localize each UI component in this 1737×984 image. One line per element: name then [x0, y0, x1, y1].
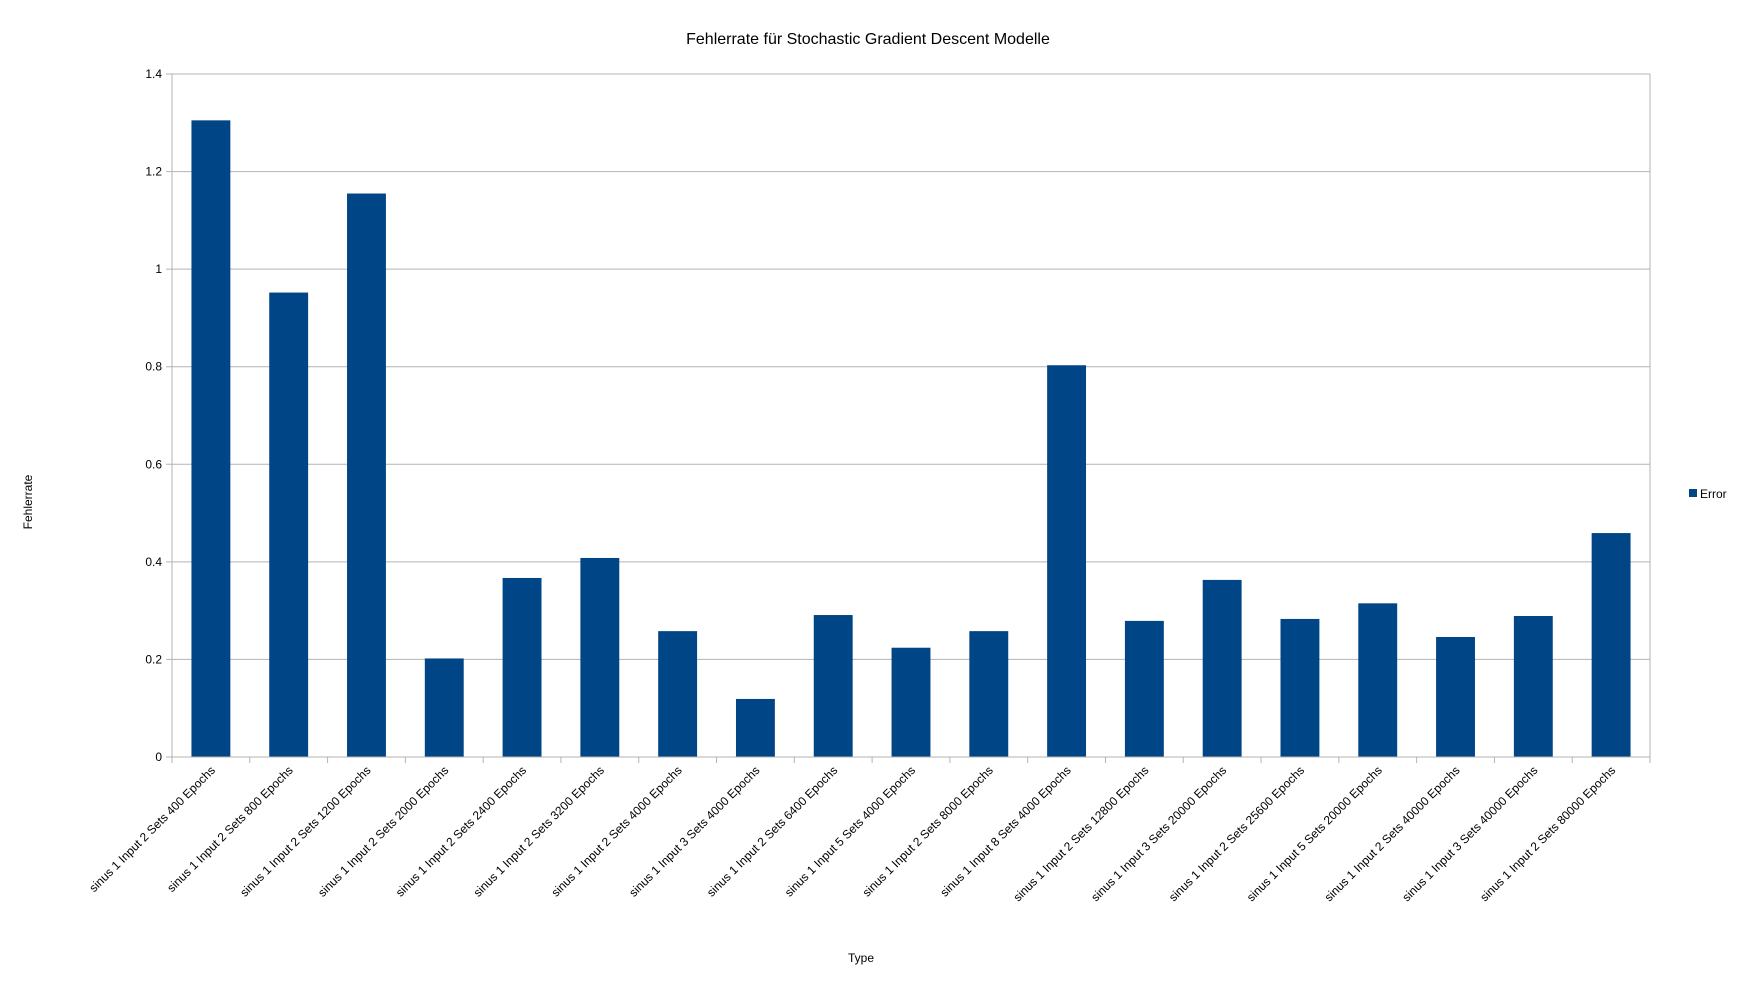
- x-tick-label: sinus 1 Input 3 Sets 40000 Epochs: [1399, 763, 1540, 904]
- bar: [891, 647, 931, 757]
- x-tick-label: sinus 1 Input 2 Sets 25600 Epochs: [1166, 763, 1307, 904]
- gridlines: [166, 73, 1651, 763]
- bar: [1280, 618, 1320, 757]
- x-tick-label: sinus 1 Input 2 Sets 2400 Epochs: [393, 763, 529, 899]
- y-axis-ticks: 0 0.2 0.4 0.6 0.8 1 1.2 1.4: [145, 67, 162, 764]
- bar: [1202, 579, 1242, 757]
- bar: [1358, 603, 1398, 757]
- x-axis-label: Type: [848, 951, 874, 965]
- bar: [658, 631, 698, 757]
- bars: [191, 120, 1631, 757]
- x-tick-label: sinus 1 Input 2 Sets 80000 Epochs: [1477, 763, 1618, 904]
- bar: [502, 577, 542, 757]
- bar: [1513, 616, 1553, 757]
- x-tick-label: sinus 1 Input 3 Sets 20000 Epochs: [1088, 763, 1229, 904]
- y-tick-label: 1.2: [145, 165, 162, 179]
- y-tick-label: 1.4: [145, 67, 162, 81]
- bar: [1591, 533, 1631, 757]
- legend-swatch: [1689, 489, 1697, 497]
- bar: [1047, 365, 1087, 757]
- bar: [813, 615, 853, 757]
- bar: [191, 120, 231, 757]
- bar: [580, 557, 620, 757]
- chart-title: Fehlerrate für Stochastic Gradient Desce…: [686, 31, 1050, 48]
- y-tick-label: 1: [155, 262, 162, 276]
- x-tick-label: sinus 1 Input 2 Sets 6400 Epochs: [704, 763, 840, 899]
- bar: [269, 292, 309, 757]
- legend-label-error: Error: [1700, 487, 1727, 501]
- x-tick-label: sinus 1 Input 2 Sets 800 Epochs: [164, 763, 296, 895]
- legend: Error: [1689, 487, 1727, 501]
- y-tick-label: 0.8: [145, 360, 162, 374]
- bar: [347, 193, 386, 757]
- x-tick-label: sinus 1 Input 5 Sets 20000 Epochs: [1244, 763, 1385, 904]
- bar: [424, 658, 464, 757]
- y-axis-label: Fehlerrate: [21, 474, 35, 529]
- x-tick-label: sinus 1 Input 2 Sets 3200 Epochs: [471, 763, 607, 899]
- x-tick-label: sinus 1 Input 3 Sets 4000 Epochs: [626, 763, 762, 899]
- x-tick-label: sinus 1 Input 2 Sets 40000 Epochs: [1322, 763, 1463, 904]
- x-tick-label: sinus 1 Input 2 Sets 12800 Epochs: [1010, 763, 1151, 904]
- y-tick-label: 0.6: [145, 457, 162, 471]
- bar: [969, 631, 1009, 757]
- x-tick-label: sinus 1 Input 8 Sets 4000 Epochs: [937, 763, 1073, 899]
- bar: [735, 698, 775, 757]
- bar: [1124, 620, 1164, 757]
- bar: [1436, 636, 1475, 757]
- y-tick-label: 0.4: [145, 555, 162, 569]
- x-tick-label: sinus 1 Input 2 Sets 1200 Epochs: [237, 763, 373, 899]
- x-tick-label: sinus 1 Input 5 Sets 4000 Epochs: [782, 763, 918, 899]
- x-tick-label: sinus 1 Input 2 Sets 4000 Epochs: [548, 763, 684, 899]
- x-tick-label: sinus 1 Input 2 Sets 2000 Epochs: [315, 763, 451, 899]
- y-tick-label: 0.2: [145, 652, 162, 666]
- x-tick-label: sinus 1 Input 2 Sets 8000 Epochs: [860, 763, 996, 899]
- y-tick-label: 0: [155, 750, 162, 764]
- x-tick-label: sinus 1 Input 2 Sets 400 Epochs: [86, 763, 218, 895]
